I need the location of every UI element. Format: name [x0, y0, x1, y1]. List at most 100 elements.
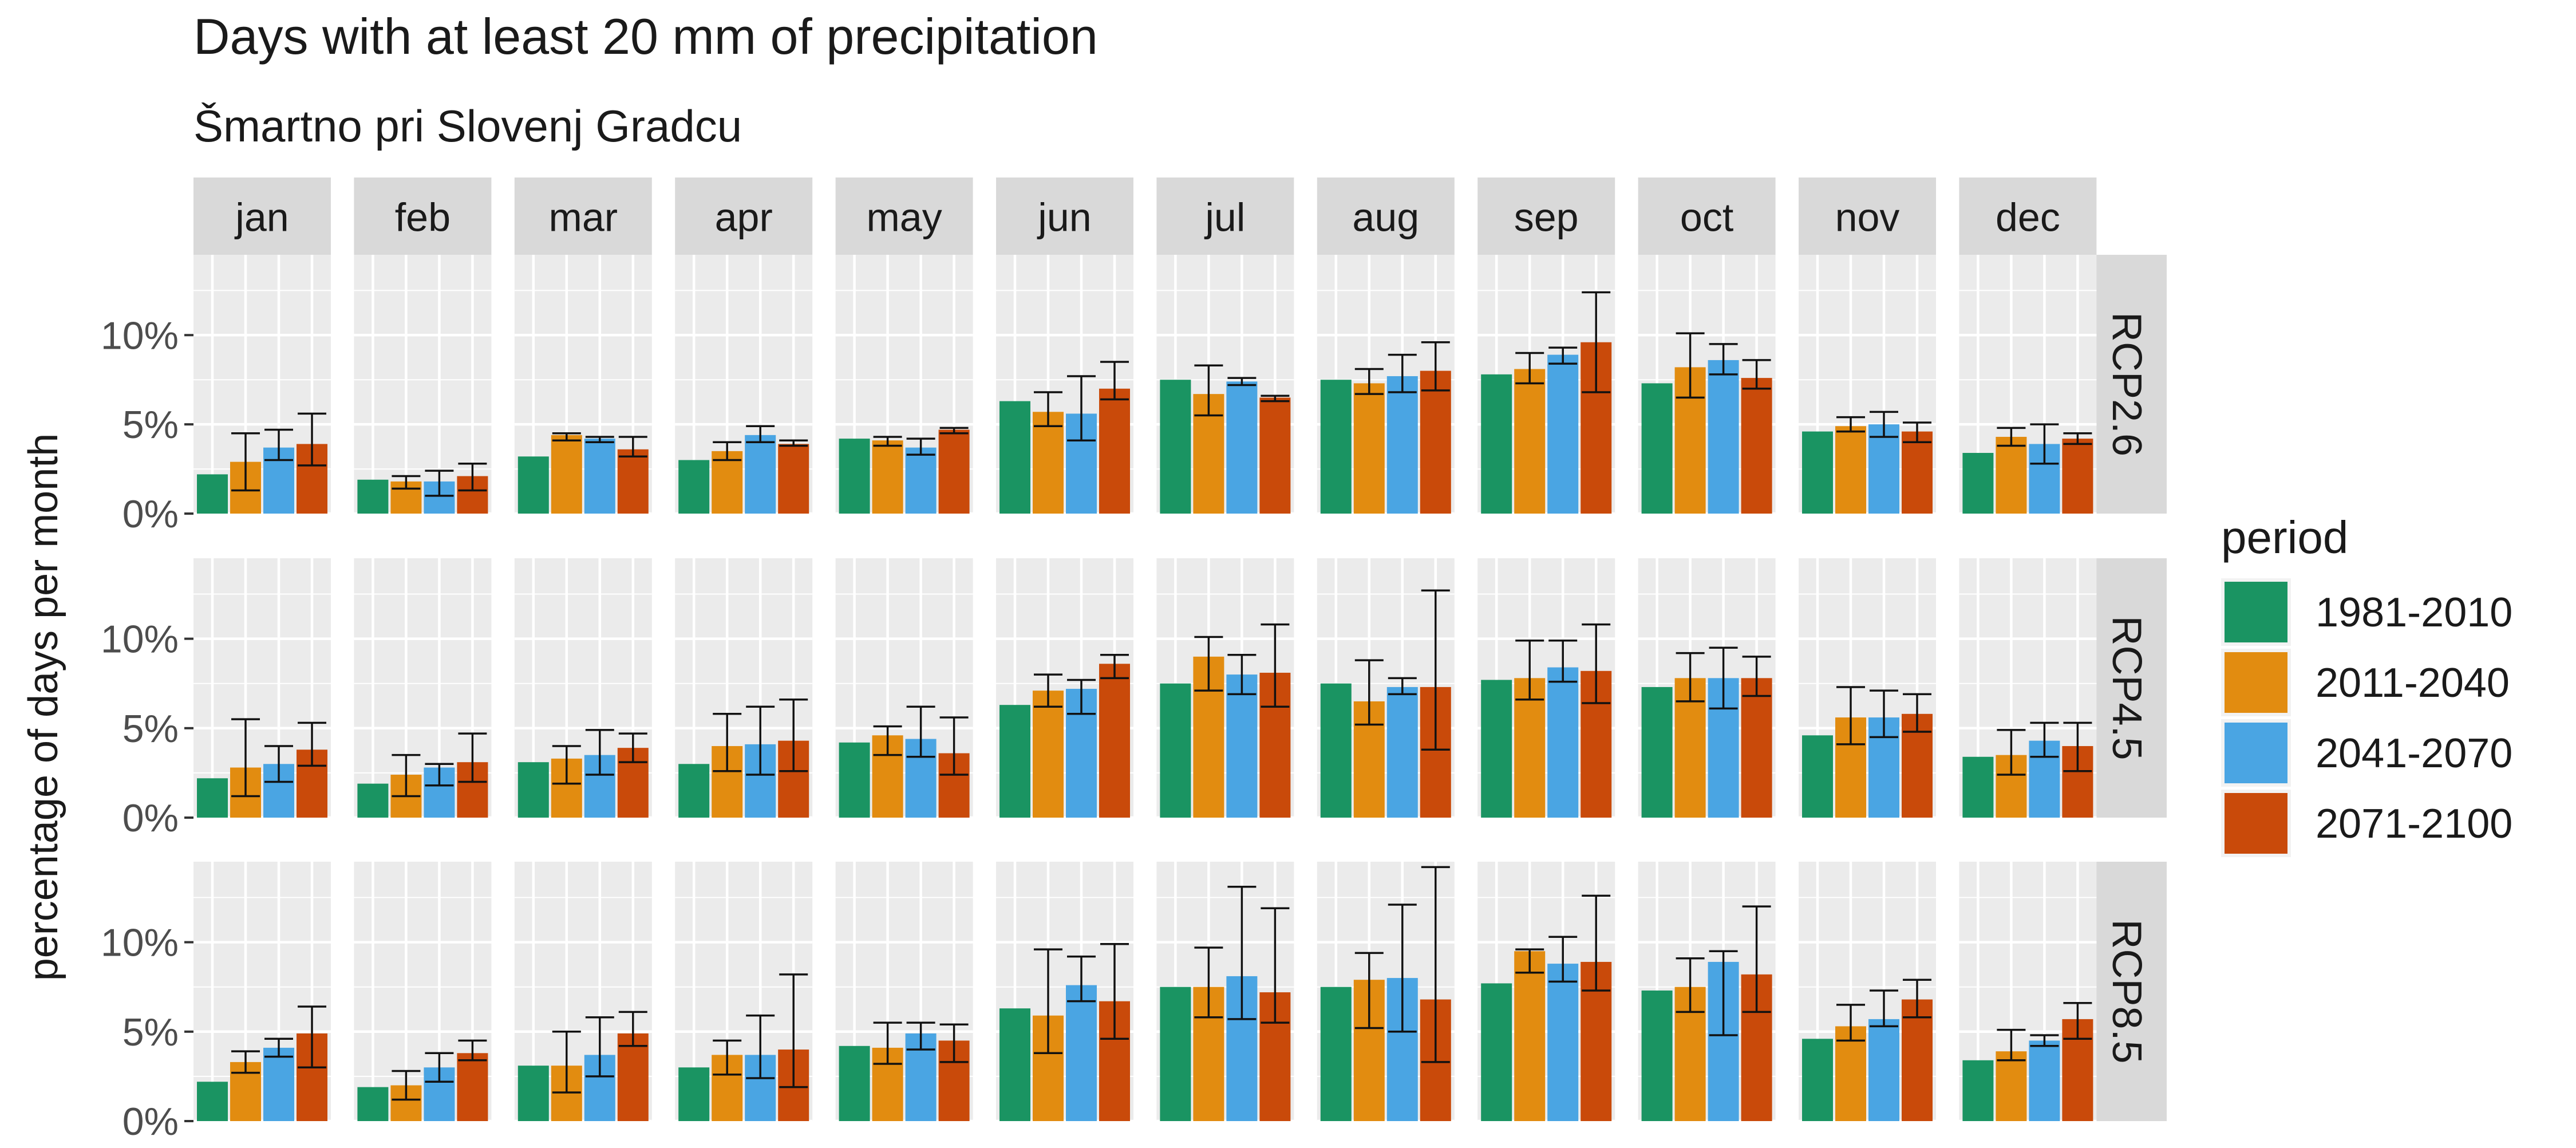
- bar-2071-2100: [617, 449, 649, 514]
- y-tick-label: 0%: [123, 1100, 179, 1143]
- bar-1981-2010: [357, 783, 389, 818]
- bar-1981-2010: [517, 762, 549, 818]
- error-bar: [1903, 693, 1931, 733]
- error-bar: [746, 1014, 775, 1079]
- error-bar: [1261, 907, 1290, 1024]
- error-bar: [1709, 646, 1738, 710]
- error-bar: [906, 1021, 935, 1051]
- bar-1981-2010: [1320, 987, 1352, 1121]
- error-bar: [1100, 361, 1129, 401]
- bar-2041-2070: [1386, 687, 1418, 818]
- bar-1981-2010: [678, 460, 710, 514]
- bar-1981-2010: [1320, 380, 1352, 514]
- bar-1981-2010: [1160, 380, 1191, 514]
- legend-entry-label: 2011-2040: [2316, 660, 2510, 706]
- y-axis-label: percentage of days per month: [21, 433, 66, 981]
- scenario-strip: [2087, 558, 2167, 818]
- error-bar: [231, 1050, 260, 1074]
- error-bar: [1227, 377, 1257, 386]
- bar-2011-2040: [1353, 383, 1385, 514]
- error-bar: [1421, 589, 1450, 751]
- error-bar: [1676, 332, 1705, 399]
- error-bar: [1836, 416, 1865, 433]
- facet-panels: jan feb mar apr may jun jul aug sep oct nov dec RCP2…: [101, 177, 2167, 1143]
- error-bar: [618, 1011, 647, 1047]
- month-strip: [193, 177, 331, 255]
- error-bar: [2063, 721, 2092, 772]
- error-bar: [264, 745, 293, 783]
- error-bar: [1354, 368, 1384, 395]
- error-bar: [1997, 427, 2026, 447]
- error-bar: [1870, 689, 1898, 739]
- scenario-strip: [2087, 862, 2167, 1121]
- month-strip-label: nov: [1835, 195, 1900, 240]
- error-bar: [1836, 686, 1865, 745]
- bar-2071-2100: [938, 429, 970, 514]
- bar-2071-2100: [457, 1053, 488, 1121]
- bar-2041-2070: [745, 435, 776, 514]
- scenario-strip-label: RCP8.5: [2104, 919, 2150, 1063]
- bar-2041-2070: [905, 447, 937, 514]
- error-bar: [873, 436, 902, 447]
- bar-1981-2010: [1802, 1039, 1833, 1121]
- bar-2041-2070: [1868, 1019, 1899, 1121]
- legend-swatch: [2225, 793, 2287, 854]
- scenario-strip: [2087, 255, 2167, 514]
- error-bar: [1676, 957, 1705, 1013]
- error-bar: [939, 1023, 969, 1063]
- error-bar: [1388, 677, 1417, 696]
- bar-2041-2070: [1226, 381, 1258, 514]
- bar-2011-2040: [1835, 426, 1866, 514]
- error-bar: [873, 725, 902, 756]
- legend-swatch: [2225, 723, 2287, 783]
- error-bar: [779, 699, 808, 772]
- month-strip-label: jun: [1037, 195, 1091, 240]
- bar-2011-2040: [872, 440, 903, 514]
- error-bar: [425, 1052, 454, 1083]
- error-bar: [618, 732, 647, 763]
- bar-1981-2010: [1641, 687, 1673, 818]
- error-bar: [1997, 729, 2026, 776]
- error-bar: [1836, 1004, 1865, 1042]
- chart-subtitle: Šmartno pri Slovenj Gradcu: [193, 101, 742, 151]
- error-bar: [1100, 942, 1129, 1040]
- error-bar: [552, 432, 581, 441]
- error-bar: [1354, 659, 1384, 726]
- bar-2071-2100: [617, 1033, 649, 1121]
- bar-2071-2100: [1420, 370, 1451, 514]
- error-bar: [1548, 346, 1578, 365]
- panel-background: [354, 255, 492, 514]
- month-strip-label: may: [866, 195, 942, 240]
- error-bar: [1421, 866, 1450, 1063]
- error-bar: [906, 437, 935, 456]
- error-bar: [298, 1005, 326, 1069]
- legend-entry-label: 1981-2010: [2316, 590, 2512, 636]
- error-bar: [1709, 950, 1738, 1036]
- error-bar: [1548, 639, 1578, 683]
- scenario-strip-label: RCP2.6: [2104, 312, 2150, 456]
- y-tick-label: 5%: [123, 707, 179, 751]
- error-bar: [1515, 639, 1544, 701]
- error-bar: [298, 412, 326, 467]
- bar-2011-2040: [1996, 436, 2027, 514]
- error-bar: [425, 763, 454, 787]
- error-bar: [1227, 653, 1257, 696]
- error-bar: [1676, 652, 1705, 703]
- error-bar: [939, 427, 969, 435]
- bar-2011-2040: [1514, 951, 1546, 1121]
- error-bar: [779, 439, 808, 447]
- bar-1981-2010: [839, 439, 870, 514]
- error-bar: [2030, 423, 2059, 465]
- error-bar: [1421, 341, 1450, 392]
- error-bar: [1903, 421, 1931, 444]
- y-tick-label: 5%: [123, 1011, 179, 1054]
- bar-1981-2010: [678, 764, 710, 818]
- error-bar: [713, 441, 742, 461]
- bar-1981-2010: [357, 1087, 389, 1121]
- error-bar: [1742, 359, 1771, 390]
- error-bar: [1582, 291, 1611, 393]
- bar-2071-2100: [1259, 397, 1291, 514]
- bar-1981-2010: [357, 479, 389, 514]
- bar-2011-2040: [1996, 1051, 2027, 1121]
